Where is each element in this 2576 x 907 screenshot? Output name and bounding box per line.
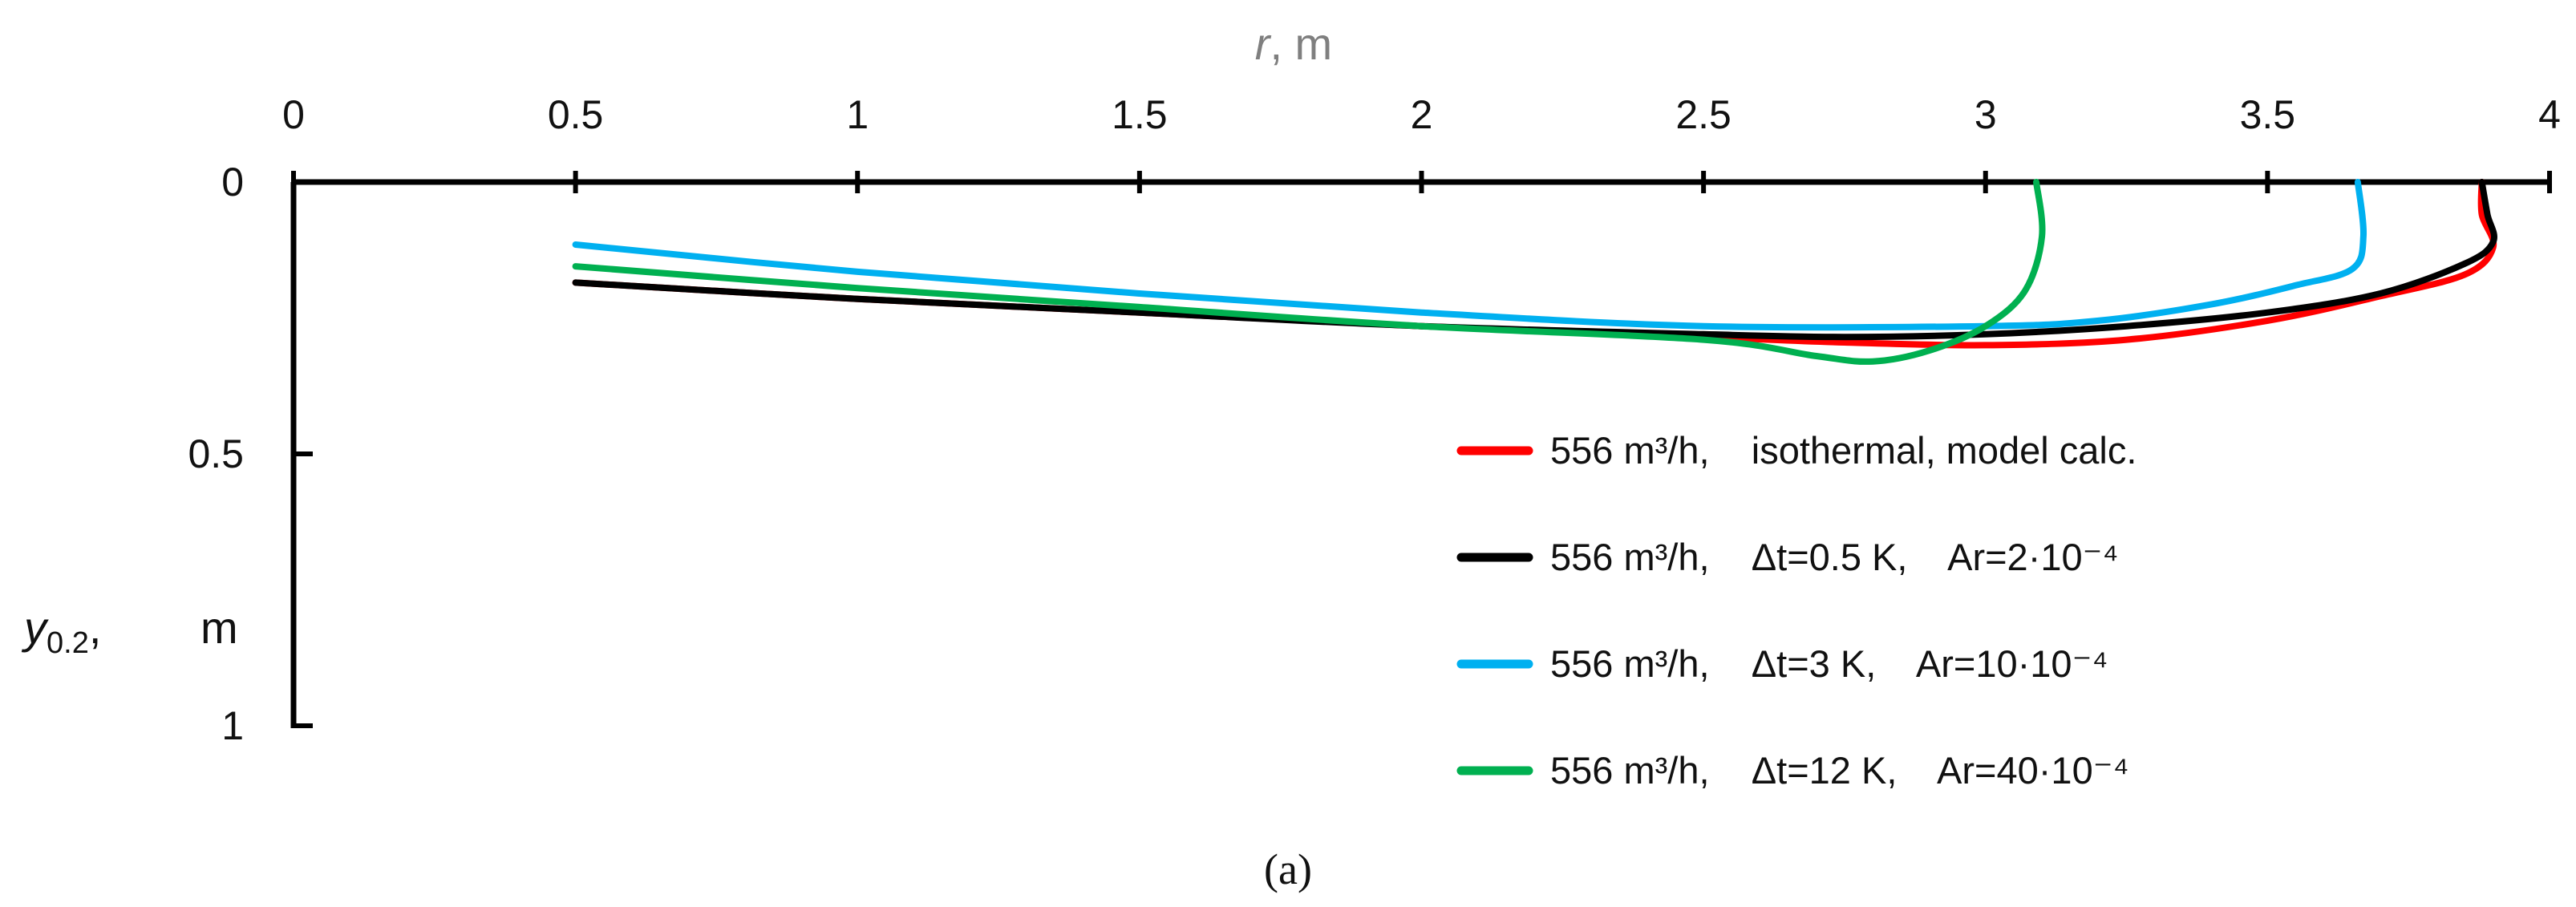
- legend-label-3: 556 m³/h, Δt=3 K, Ar=10·10⁻⁴: [1550, 642, 2108, 685]
- x-tick-label: 1.5: [1112, 92, 1168, 137]
- axes: 0 0.5 1 1.5 2 2.5 3 3.5 4 0 0.5 1: [188, 92, 2560, 748]
- x-tick-label: 1: [846, 92, 869, 137]
- y-axis-title: y0.2,: [21, 602, 101, 660]
- legend: 556 m³/h, isothermal, model calc. 556 m³/…: [1456, 429, 2137, 792]
- legend-label-4: 556 m³/h, Δt=12 K, Ar=40·10⁻⁴: [1550, 749, 2129, 792]
- legend-label-1: 556 m³/h, isothermal, model calc.: [1550, 429, 2137, 472]
- x-tick-label: 3: [1975, 92, 1997, 137]
- series-line-3: [572, 179, 2367, 331]
- plot-lines: [572, 179, 2497, 365]
- y-tick-label: 1: [221, 703, 244, 748]
- series-line-2: [572, 179, 2497, 341]
- y-tick-label: 0.5: [188, 431, 244, 476]
- x-tick-label: 2: [1411, 92, 1433, 137]
- series-line-4: [572, 179, 2046, 365]
- figure-caption: (a): [1264, 845, 1312, 893]
- y-axis-title-unit: m: [200, 602, 238, 653]
- x-tick-label: 0: [282, 92, 305, 137]
- x-tick-label: 0.5: [548, 92, 604, 137]
- x-tick-label: 3.5: [2240, 92, 2296, 137]
- x-axis-title-var: r: [1255, 18, 1272, 69]
- y-axis-title-var: y: [21, 602, 49, 653]
- y-axis-title-comma: ,: [89, 602, 102, 653]
- x-tick-label: 2.5: [1675, 92, 1732, 137]
- x-axis-title-unit: , m: [1270, 18, 1332, 69]
- x-tick-label: 4: [2538, 92, 2561, 137]
- y-tick-label: 0: [221, 160, 244, 204]
- x-axis-title: r, m: [1255, 18, 1332, 69]
- y-axis-title-sub: 0.2: [47, 626, 89, 660]
- legend-label-2: 556 m³/h, Δt=0.5 K, Ar=2·10⁻⁴: [1550, 536, 2119, 578]
